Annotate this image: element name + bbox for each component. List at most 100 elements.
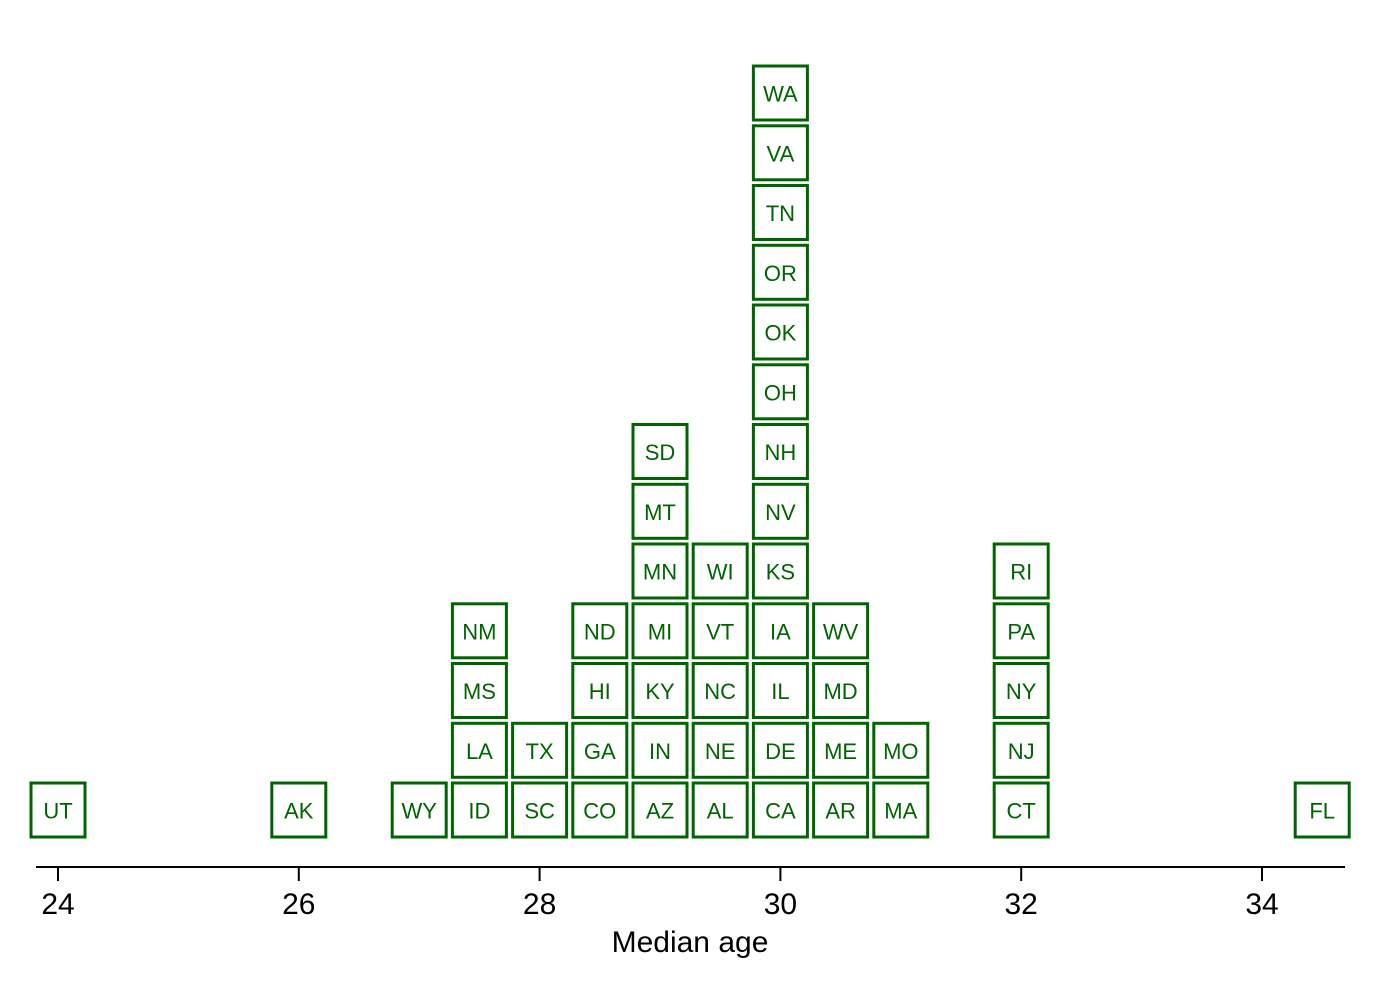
marker-label: AK xyxy=(284,799,314,824)
marker-label: WV xyxy=(823,619,859,644)
data-point-wa: WA xyxy=(751,64,809,122)
data-point-mt: MT xyxy=(631,482,689,540)
data-point-id: ID xyxy=(450,781,508,839)
marker-box xyxy=(450,781,508,839)
marker-box xyxy=(450,662,508,719)
data-point-ar: AR xyxy=(812,781,870,839)
marker-label: CA xyxy=(765,799,796,824)
marker-label: NY xyxy=(1006,679,1037,704)
data-point-ct: CT xyxy=(992,781,1050,839)
marker-label: VA xyxy=(767,141,795,166)
marker-box xyxy=(751,662,809,719)
marker-box xyxy=(992,662,1050,719)
marker-box xyxy=(270,781,328,839)
marker-box xyxy=(751,721,809,779)
marker-label: DE xyxy=(765,739,796,764)
x-tick-label: 32 xyxy=(1005,888,1038,921)
marker-label: NJ xyxy=(1008,739,1035,764)
marker-label: MN xyxy=(643,560,677,585)
marker-box xyxy=(751,423,809,480)
marker-label: MS xyxy=(463,679,496,704)
marker-box xyxy=(571,721,629,779)
data-point-oh: OH xyxy=(751,363,809,421)
marker-label: SD xyxy=(645,440,676,465)
marker-box xyxy=(571,781,629,839)
data-point-nm: NM xyxy=(450,602,508,660)
marker-box xyxy=(992,781,1050,839)
marker-label: ME xyxy=(824,739,857,764)
data-point-wy: WY xyxy=(390,781,448,839)
marker-box xyxy=(992,721,1050,779)
marker-label: FL xyxy=(1309,799,1335,824)
marker-label: AR xyxy=(825,799,856,824)
marker-box xyxy=(571,602,629,660)
marker-label: VT xyxy=(706,619,734,644)
marker-label: NM xyxy=(462,619,496,644)
marker-label: ND xyxy=(584,619,616,644)
marker-box xyxy=(631,423,689,480)
data-point-tx: TX xyxy=(511,721,569,779)
x-tick-label: 26 xyxy=(282,888,315,921)
marker-box xyxy=(812,662,870,719)
marker-label: IA xyxy=(770,619,791,644)
marker-label: PA xyxy=(1007,619,1035,644)
marker-box xyxy=(631,542,689,600)
x-tick-label: 28 xyxy=(523,888,556,921)
data-point-mi: MI xyxy=(631,602,689,660)
data-point-pa: PA xyxy=(992,602,1050,660)
data-point-ca: CA xyxy=(751,781,809,839)
data-point-md: MD xyxy=(812,662,870,719)
data-point-ny: NY xyxy=(992,662,1050,719)
marker-box xyxy=(751,124,809,182)
data-point-mn: MN xyxy=(631,542,689,600)
data-point-mo: MO xyxy=(872,721,930,779)
marker-label: MO xyxy=(883,739,918,764)
marker-label: MI xyxy=(648,619,672,644)
marker-box xyxy=(571,662,629,719)
data-point-nj: NJ xyxy=(992,721,1050,779)
marker-label: OR xyxy=(764,261,797,286)
marker-label: GA xyxy=(584,739,616,764)
marker-label: WI xyxy=(707,560,734,585)
marker-label: WA xyxy=(763,82,798,107)
marker-label: OH xyxy=(764,380,797,405)
marker-box xyxy=(812,781,870,839)
data-point-ks: KS xyxy=(751,542,809,600)
marker-box xyxy=(751,303,809,361)
marker-label: OK xyxy=(765,321,797,346)
marker-box xyxy=(691,602,749,660)
data-point-ms: MS xyxy=(450,662,508,719)
data-point-co: CO xyxy=(571,781,629,839)
marker-label: AL xyxy=(707,799,734,824)
marker-box xyxy=(751,64,809,122)
data-point-ia: IA xyxy=(751,602,809,660)
data-point-in: IN xyxy=(631,721,689,779)
data-point-nv: NV xyxy=(751,482,809,540)
marker-label: KS xyxy=(766,560,795,585)
marker-label: AZ xyxy=(646,799,674,824)
data-point-ky: KY xyxy=(631,662,689,719)
marker-label: CO xyxy=(583,799,616,824)
data-point-wv: WV xyxy=(812,602,870,660)
marker-box xyxy=(992,602,1050,660)
x-tick-label: 24 xyxy=(41,888,74,921)
data-point-va: VA xyxy=(751,124,809,182)
marker-label: MA xyxy=(884,799,917,824)
chart-marks: UT AK WY ID LA MS NM SC TX CO GA HI ND AZ IN KY MI MN MT SD… xyxy=(29,64,1351,839)
marker-label: NH xyxy=(765,440,797,465)
marker-label: IN xyxy=(649,739,671,764)
marker-box xyxy=(450,602,508,660)
marker-label: HI xyxy=(589,679,611,704)
marker-box xyxy=(872,781,930,839)
data-point-ga: GA xyxy=(571,721,629,779)
marker-box xyxy=(29,781,87,839)
marker-label: TN xyxy=(766,201,795,226)
marker-label: TX xyxy=(526,739,554,764)
marker-box xyxy=(511,781,569,839)
marker-box xyxy=(450,721,508,779)
data-point-hi: HI xyxy=(571,662,629,719)
data-point-ok: OK xyxy=(751,303,809,361)
marker-box xyxy=(511,721,569,779)
data-point-la: LA xyxy=(450,721,508,779)
